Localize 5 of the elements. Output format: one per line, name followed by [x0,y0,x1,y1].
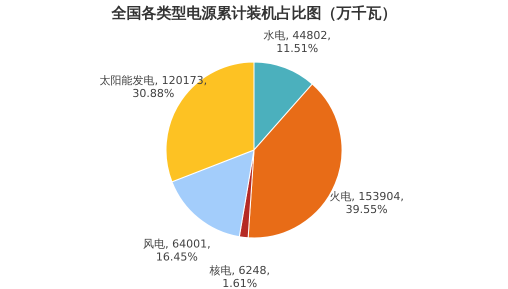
chart-title: 全国各类型电源累计装机占比图（万千瓦） [110,4,396,22]
slice-label: 火电, 153904, 39.55% [329,190,404,216]
slice-label: 风电, 64001, 16.45% [143,238,211,264]
slice-label: 水电, 44802, 11.51% [263,28,331,55]
slice-label: 核电, 6248, 1.61% [208,264,270,289]
